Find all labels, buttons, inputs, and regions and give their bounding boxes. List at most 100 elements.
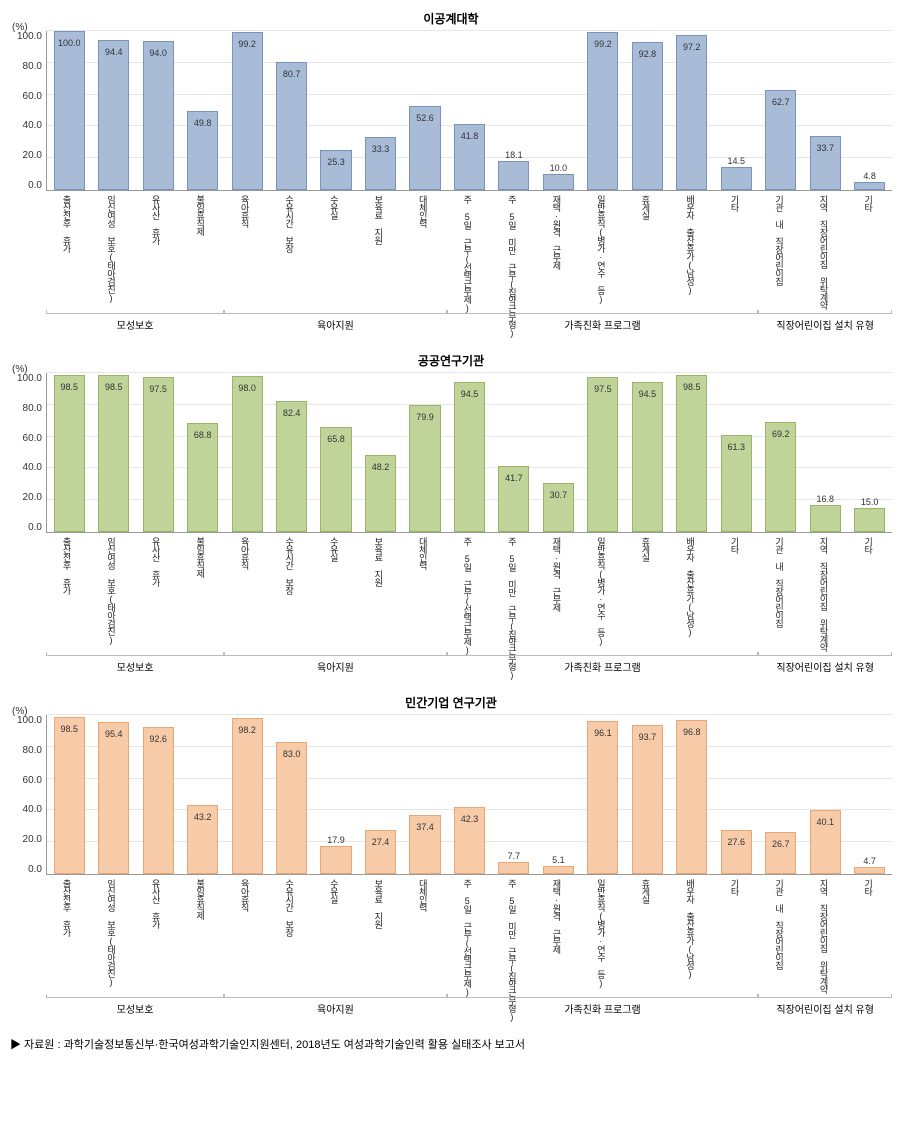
category-group-label: 가족친화 프로그램 <box>447 997 759 1016</box>
bar-value-label: 25.3 <box>327 157 345 167</box>
bar: 25.3 <box>320 150 351 190</box>
bar: 95.4 <box>98 722 129 874</box>
x-category-label: 지역 직장어린이집 위탁계약 <box>819 537 828 651</box>
y-axis-unit: (%) <box>12 364 28 375</box>
bar: 92.8 <box>632 42 663 190</box>
y-tick-label: 60.0 <box>10 91 42 102</box>
bar: 98.5 <box>54 375 85 532</box>
bar: 79.9 <box>409 405 440 532</box>
bar: 43.2 <box>187 805 218 874</box>
x-category-label: 육아휴직 <box>240 879 249 911</box>
bar: 93.7 <box>632 725 663 874</box>
x-category-label: 주 5일 근무(선택근무제) <box>462 195 471 312</box>
y-axis: 100.080.060.040.020.00.0 <box>10 715 46 875</box>
bar-value-label: 83.0 <box>283 749 301 759</box>
y-tick-label: 60.0 <box>10 433 42 444</box>
bar: 97.5 <box>587 377 618 532</box>
bar: 33.7 <box>810 136 841 190</box>
bar-value-label: 92.8 <box>639 49 657 59</box>
bar-value-label: 10.0 <box>550 163 568 173</box>
x-category-label: 불임휴직제 <box>195 537 204 577</box>
bar: 94.5 <box>632 382 663 532</box>
x-category-label: 일반휴직(병가·연수 등) <box>596 195 605 303</box>
y-tick-label: 40.0 <box>10 120 42 131</box>
bar-value-label: 17.9 <box>327 835 345 845</box>
y-tick-label: 20.0 <box>10 834 42 845</box>
category-group-label: 직장어린이집 설치 유형 <box>758 997 892 1016</box>
bar-value-label: 99.2 <box>238 39 256 49</box>
y-tick-label: 40.0 <box>10 462 42 473</box>
bar: 33.3 <box>365 137 396 190</box>
y-tick-label: 0.0 <box>10 864 42 875</box>
x-category-label: 주 5일 근무(선택근무제) <box>462 537 471 654</box>
y-tick-label: 0.0 <box>10 522 42 533</box>
x-category-label: 임신여성 보호(태아검진) <box>106 537 115 644</box>
y-tick-label: 20.0 <box>10 150 42 161</box>
bar: 17.9 <box>320 846 351 874</box>
x-category-label: 유사산 휴가 <box>151 537 160 586</box>
y-axis: 100.080.060.040.020.00.0 <box>10 373 46 533</box>
y-axis-unit: (%) <box>12 706 28 717</box>
bar: 37.4 <box>409 815 440 874</box>
x-category-label: 기타 <box>863 537 872 553</box>
bar-value-label: 93.7 <box>639 732 657 742</box>
bar-value-label: 7.7 <box>508 851 521 861</box>
bar-value-label: 94.0 <box>149 48 167 58</box>
bar: 61.3 <box>721 435 752 532</box>
bar: 48.2 <box>365 455 396 532</box>
bar-value-label: 96.8 <box>683 727 701 737</box>
x-category-label: 휴게실 <box>640 879 649 903</box>
chart-title: 공공연구기관 <box>10 352 892 369</box>
bar-value-label: 68.8 <box>194 430 212 440</box>
bar: 100.0 <box>54 31 85 190</box>
bar-value-label: 41.8 <box>461 131 479 141</box>
x-category-label: 휴게실 <box>640 537 649 561</box>
x-category-label: 출산전후 휴가 <box>62 195 71 252</box>
category-group-label: 모성보호 <box>46 313 224 332</box>
category-group-label: 육아지원 <box>224 655 447 674</box>
bar: 65.8 <box>320 427 351 532</box>
x-category-label: 지역 직장어린이집 위탁계약 <box>819 195 828 309</box>
bar-value-label: 18.1 <box>505 150 523 160</box>
x-category-label: 기타 <box>729 879 738 895</box>
bar-value-label: 94.5 <box>639 389 657 399</box>
x-category-label: 기관 내 직장어린이집 <box>774 537 783 627</box>
bar: 16.8 <box>810 505 841 532</box>
bar: 40.1 <box>810 810 841 874</box>
bar: 80.7 <box>276 62 307 190</box>
bar: 27.4 <box>365 830 396 874</box>
bar-value-label: 33.7 <box>816 143 834 153</box>
x-category-label: 대체인력 <box>418 879 427 911</box>
bar-value-label: 80.7 <box>283 69 301 79</box>
bar: 42.3 <box>454 807 485 874</box>
bar: 98.2 <box>232 718 263 874</box>
chart-title: 이공계대학 <box>10 10 892 27</box>
bar: 98.5 <box>98 375 129 532</box>
x-category-label: 불임휴직제 <box>195 195 204 235</box>
bar: 69.2 <box>765 422 796 532</box>
x-category-label: 대체인력 <box>418 537 427 569</box>
bar: 94.5 <box>454 382 485 532</box>
x-category-label: 임신여성 보호(태아검진) <box>106 195 115 302</box>
bar: 98.5 <box>54 717 85 874</box>
bar-value-label: 92.6 <box>149 734 167 744</box>
bar-value-label: 37.4 <box>416 822 434 832</box>
x-category-label: 지역 직장어린이집 위탁계약 <box>819 879 828 993</box>
category-group-label: 가족친화 프로그램 <box>447 655 759 674</box>
bar: 99.2 <box>232 32 263 190</box>
bar-value-label: 61.3 <box>728 442 746 452</box>
bar-value-label: 43.2 <box>194 812 212 822</box>
x-category-label: 대체인력 <box>418 195 427 227</box>
bar: 62.7 <box>765 90 796 190</box>
x-category-label: 출산전후 휴가 <box>62 537 71 594</box>
x-category-label: 수유시간 보장 <box>284 879 293 936</box>
bar-value-label: 82.4 <box>283 408 301 418</box>
bar: 4.8 <box>854 182 885 190</box>
bar: 7.7 <box>498 862 529 874</box>
x-category-label: 주 5일 근무(선택근무제) <box>462 879 471 996</box>
x-category-label: 기관 내 직장어린이집 <box>774 879 783 969</box>
chart-plot-area: 100.094.494.049.899.280.725.333.352.641.… <box>46 31 892 191</box>
bar: 68.8 <box>187 423 218 532</box>
bar: 10.0 <box>543 174 574 190</box>
bar-value-label: 27.4 <box>372 837 390 847</box>
